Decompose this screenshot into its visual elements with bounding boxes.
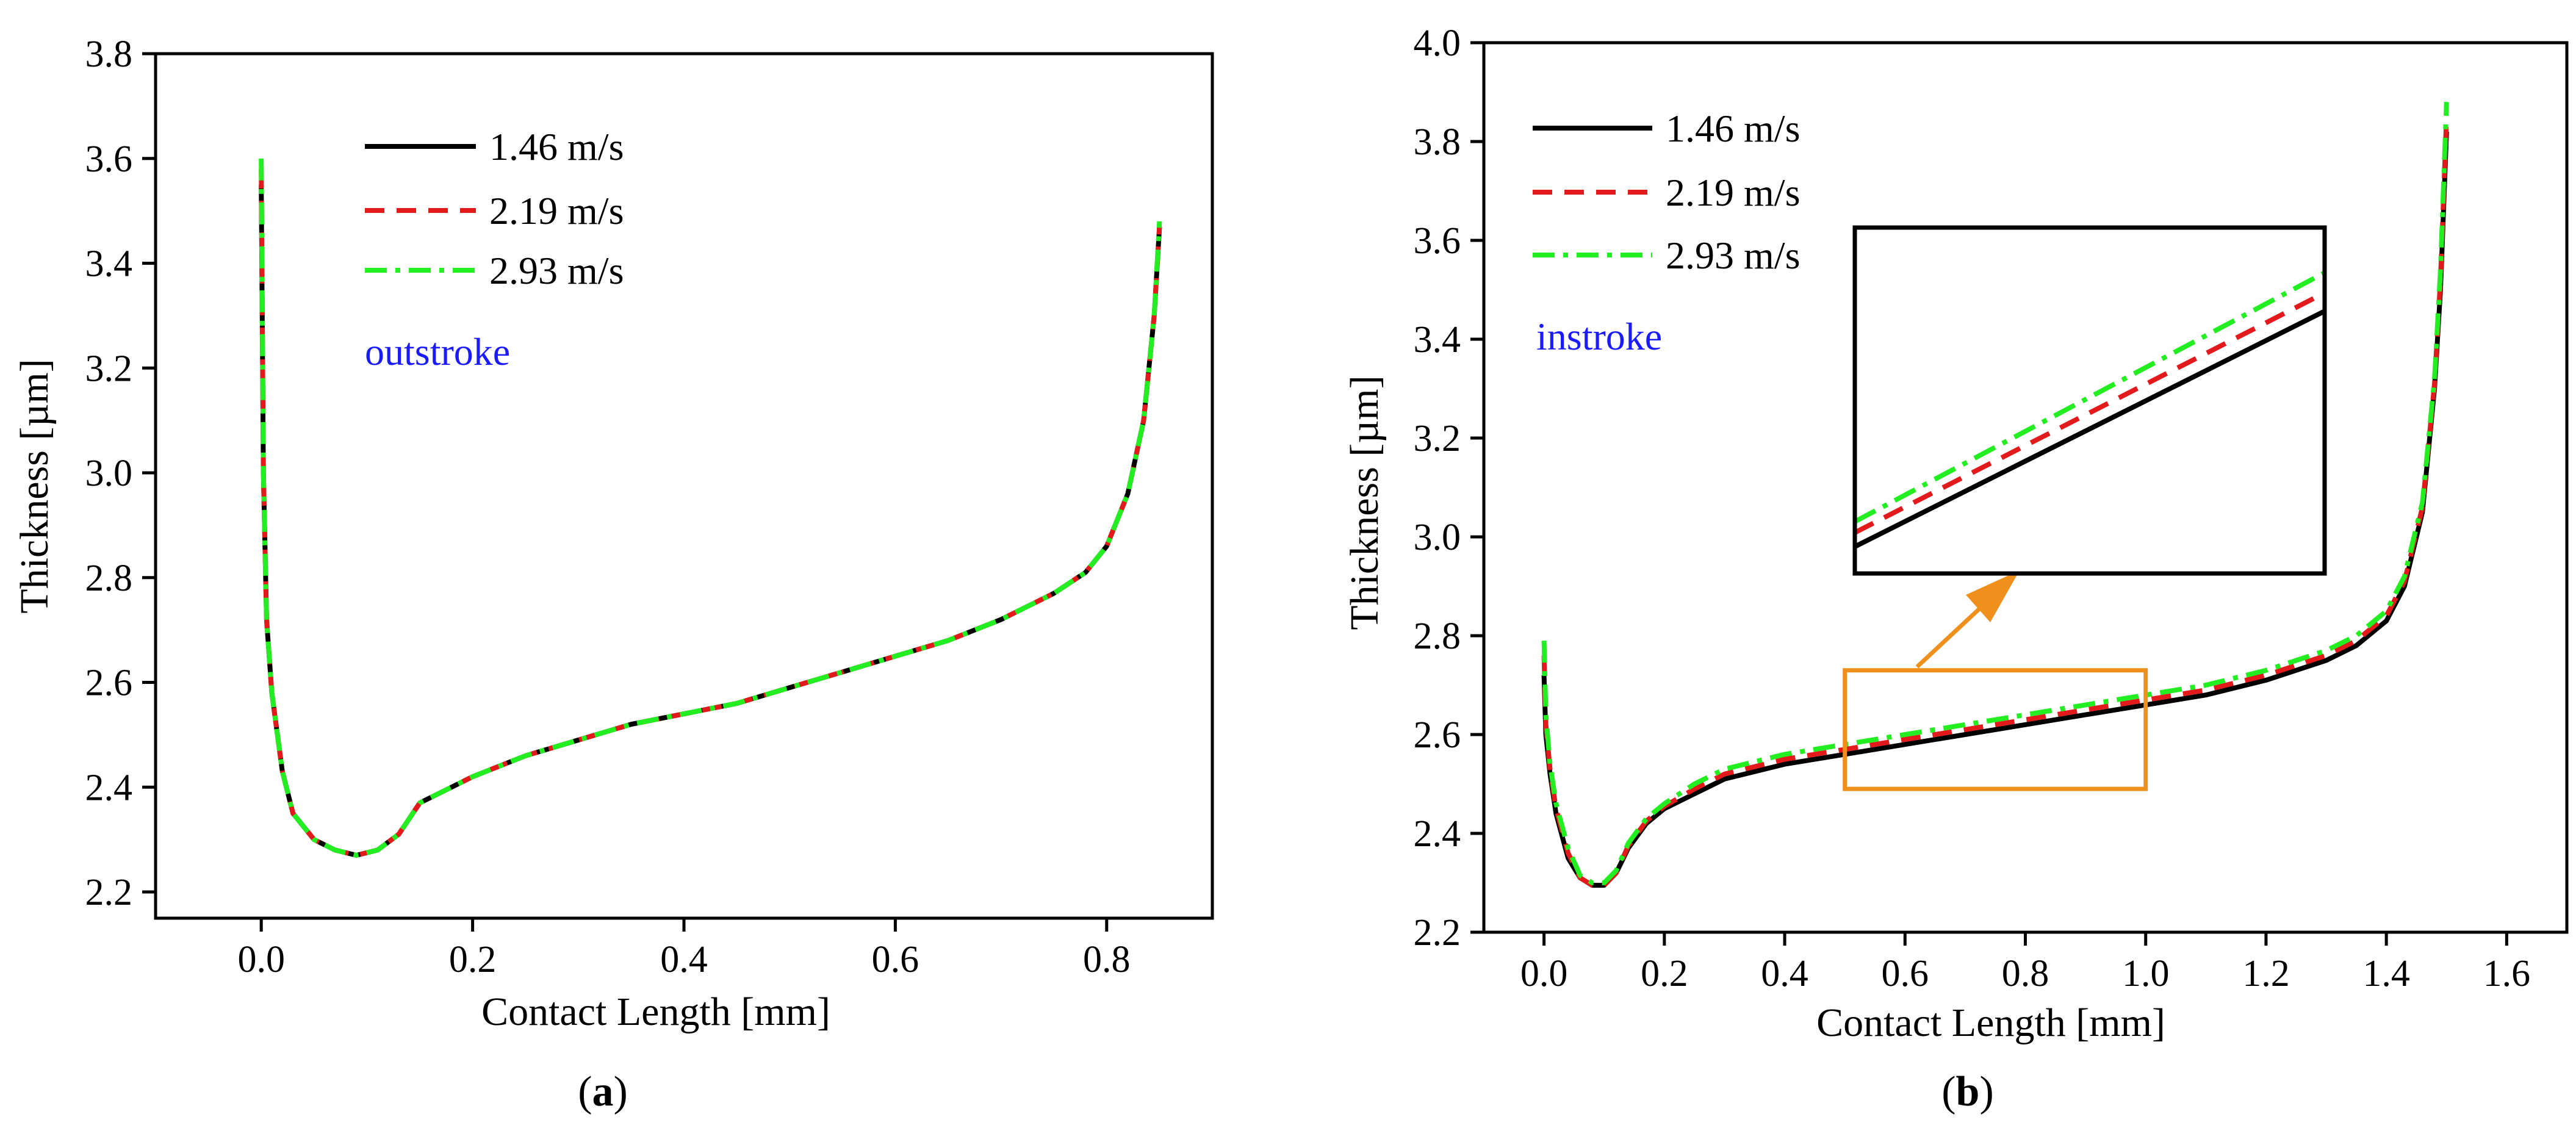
b-x-tick-label: 1.0 (2122, 953, 2170, 994)
panel-b-inset-line-219 (1854, 290, 2326, 535)
a-y-tick-label: 3.2 (85, 348, 133, 389)
panel-b-caption: (b) (1941, 1068, 1994, 1115)
panel-b-legend-label-146: 1.46 m/s (1666, 107, 1800, 150)
panel-a-caption: (a) (578, 1068, 628, 1115)
panel-a-x-tick-labels: 0.0 0.2 0.4 0.6 0.8 (237, 939, 1130, 980)
a-x-tick-label: 0.2 (449, 939, 497, 980)
panel-b-inset-background (1855, 228, 2325, 573)
chart-panel-a: 0.0 0.2 0.4 0.6 0.8 2.2 2.4 2.6 2.8 3.0 3.2 3.4 3.6… (12, 34, 1214, 1115)
b-x-tick-label: 1.4 (2362, 953, 2410, 994)
b-x-tick-label: 0.6 (1882, 953, 1929, 994)
b-y-tick-label: 3.8 (1414, 121, 1461, 163)
panel-a-caption-letter: a (592, 1068, 614, 1115)
panel-a-legend: 1.46 m/s 2.19 m/s 2.93 m/s (365, 125, 624, 292)
panel-b-legend-label-219: 2.19 m/s (1666, 171, 1800, 214)
panel-b-legend-label-293: 2.93 m/s (1666, 234, 1800, 277)
b-x-tick-label: 1.6 (2483, 953, 2531, 994)
a-x-tick-label: 0.0 (237, 939, 285, 980)
panel-b-zoom-inset (1852, 225, 2327, 576)
panel-b-zoom-arrow (1915, 570, 2020, 669)
panel-a-legend-label-146: 1.46 m/s (489, 125, 624, 168)
panel-b-caption-close: ) (1979, 1068, 1993, 1115)
a-y-tick-label: 2.8 (85, 558, 133, 599)
chart-panel-b: 0.0 0.2 0.4 0.6 0.8 1.0 1.2 1.4 1.6 2.2 2.4 2.6 2.8… (1342, 23, 2569, 1115)
panel-b-zoom-arrow-shaft (1915, 599, 1990, 669)
b-x-tick-label: 0.0 (1520, 953, 1568, 994)
a-x-tick-label: 0.8 (1083, 939, 1131, 980)
a-y-tick-label: 3.6 (85, 138, 133, 180)
a-y-tick-label: 2.6 (85, 663, 133, 704)
b-x-tick-label: 0.2 (1641, 953, 1688, 994)
panel-b-caption-letter: b (1956, 1068, 1980, 1115)
panel-b-legend: 1.46 m/s 2.19 m/s 2.93 m/s (1533, 107, 1800, 277)
panel-b-plot-frame (1482, 41, 2569, 934)
b-y-tick-label: 2.2 (1414, 912, 1461, 954)
a-y-tick-label: 2.2 (85, 872, 133, 913)
panel-a-y-tick-labels: 2.2 2.4 2.6 2.8 3.0 3.2 3.4 3.6 3.8 (85, 34, 133, 913)
panel-b-zoom-region-box (1843, 668, 2148, 791)
b-y-tick-label: 2.4 (1414, 813, 1461, 855)
panel-b-x-axis-title: Contact Length [mm] (1816, 1001, 2165, 1045)
a-y-tick-label: 3.4 (85, 243, 133, 285)
b-x-tick-label: 0.8 (2002, 953, 2049, 994)
b-y-tick-label: 3.2 (1414, 418, 1461, 459)
a-y-tick-label: 3.0 (85, 453, 133, 494)
a-x-tick-label: 0.6 (872, 939, 919, 980)
b-y-tick-label: 2.8 (1414, 616, 1461, 657)
panel-b-x-tick-labels: 0.0 0.2 0.4 0.6 0.8 1.0 1.2 1.4 1.6 (1520, 953, 2530, 994)
panel-a-legend-label-293: 2.93 m/s (489, 249, 624, 292)
b-y-tick-label: 4.0 (1414, 23, 1461, 64)
panel-b-y-axis-title: Thickness [µm] (1342, 375, 1387, 630)
panel-a-annotation-outstroke: outstroke (365, 330, 510, 373)
b-y-tick-label: 3.4 (1414, 319, 1461, 361)
b-y-tick-label: 2.6 (1414, 714, 1461, 756)
panel-b-y-tick-labels: 2.2 2.4 2.6 2.8 3.0 3.2 3.4 3.6 3.8 4.0 (1414, 23, 1461, 954)
b-x-tick-label: 0.4 (1761, 953, 1808, 994)
b-y-tick-label: 3.6 (1414, 220, 1461, 262)
panel-b-annotation-instroke: instroke (1536, 315, 1662, 358)
panel-b-inset-frame (1852, 225, 2327, 576)
b-y-tick-label: 3.0 (1414, 517, 1461, 558)
a-series-line-0 (259, 184, 1162, 858)
panel-a-y-axis-title: Thickness [µm] (12, 359, 57, 613)
panel-a-caption-open: ( (578, 1068, 592, 1115)
a-series-line-1 (259, 168, 1162, 858)
panel-a-series (259, 158, 1162, 858)
b-x-tick-label: 1.2 (2242, 953, 2290, 994)
a-series-line-2 (259, 158, 1162, 858)
panel-a-plot-frame (154, 52, 1214, 920)
panel-a-x-axis-title: Contact Length [mm] (481, 990, 830, 1034)
panel-b-ticks (1470, 41, 2508, 946)
panel-b-inset-line-146 (1854, 309, 2326, 549)
panel-a-caption-close: ) (614, 1068, 628, 1115)
panel-a-legend-label-219: 2.19 m/s (489, 189, 624, 232)
a-x-tick-label: 0.4 (660, 939, 708, 980)
a-y-tick-label: 3.8 (85, 34, 133, 75)
panel-b-zoom-arrow-head (1966, 570, 2020, 622)
a-y-tick-label: 2.4 (85, 767, 133, 808)
panel-a-ticks (142, 52, 1109, 932)
panel-b-caption-open: ( (1941, 1068, 1955, 1115)
